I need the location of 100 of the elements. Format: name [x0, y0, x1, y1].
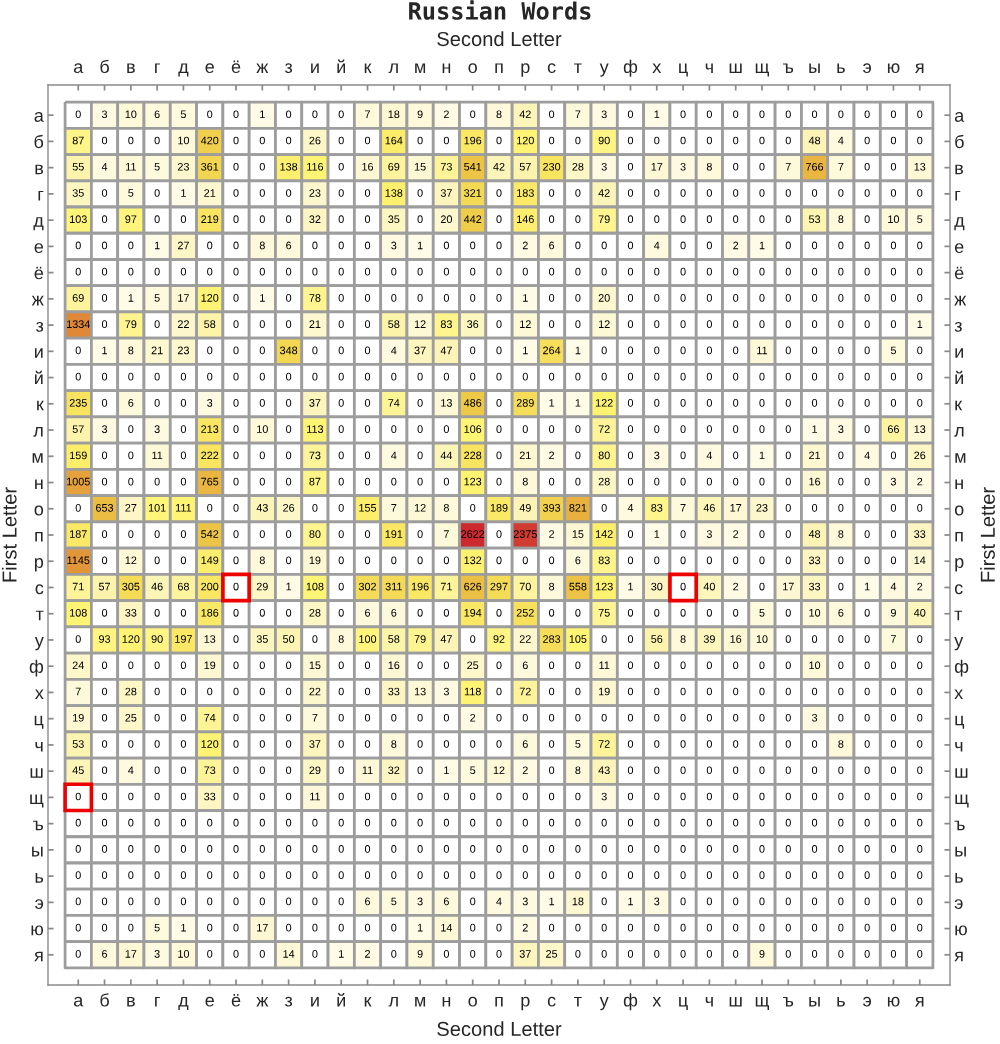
- y-tick-label: х: [35, 689, 44, 699]
- data-label: 23: [309, 189, 321, 197]
- data-label: 123: [595, 582, 613, 591]
- data-label: 30: [651, 582, 663, 591]
- data-label: 558: [569, 582, 587, 591]
- data-label: 0: [75, 818, 81, 827]
- x-axis-title: Second Letter: [437, 1021, 562, 1037]
- data-label: 0: [128, 740, 134, 748]
- data-label: 16: [388, 661, 400, 670]
- data-label: 58: [204, 320, 216, 328]
- data-label: 0: [496, 923, 502, 932]
- data-label: 0: [312, 818, 318, 827]
- data-label: 0: [522, 425, 528, 433]
- data-label: 0: [496, 189, 502, 197]
- data-label: 0: [496, 950, 502, 958]
- data-label: 0: [759, 267, 765, 276]
- data-label: 0: [838, 346, 844, 355]
- data-label: 0: [522, 372, 528, 381]
- data-label: 9: [759, 950, 765, 958]
- data-label: 13: [441, 399, 452, 407]
- data-label: 0: [680, 871, 686, 880]
- data-label: 0: [180, 477, 187, 486]
- y-tick-label: и: [35, 348, 43, 358]
- data-label: 0: [785, 923, 791, 932]
- data-label: 0: [443, 241, 449, 250]
- data-label: 0: [680, 687, 686, 696]
- data-label: 0: [101, 871, 108, 880]
- data-label: 0: [259, 451, 265, 460]
- data-label: 2: [522, 923, 528, 932]
- data-label: 0: [233, 818, 239, 827]
- data-label: 0: [680, 950, 686, 958]
- data-label: 21: [309, 320, 321, 328]
- data-label: 4: [391, 451, 397, 460]
- data-label: 0: [785, 136, 791, 145]
- x-tick-label: ж: [256, 996, 269, 1007]
- data-label: 0: [128, 818, 134, 827]
- data-label: 0: [917, 399, 923, 407]
- y2-tick-label: х: [954, 689, 963, 699]
- data-label: 69: [72, 294, 84, 302]
- data-label: 230: [543, 162, 561, 171]
- category-label: д: [178, 63, 189, 77]
- data-label: 1: [260, 294, 265, 302]
- data-label: 10: [125, 110, 137, 119]
- data-label: 6: [365, 897, 371, 906]
- category-label: е: [205, 63, 214, 74]
- data-label: 0: [364, 740, 371, 748]
- data-label: 0: [733, 556, 739, 565]
- data-label: 0: [680, 923, 686, 932]
- data-label: 29: [256, 582, 268, 591]
- x-tick-label: а: [73, 996, 84, 1007]
- data-label: 113: [307, 425, 324, 433]
- category-label: л: [388, 63, 398, 74]
- data-label: 0: [154, 687, 160, 696]
- y2-tick-label: э: [954, 899, 963, 910]
- data-label: 68: [177, 582, 189, 591]
- data-label: 28: [598, 477, 610, 486]
- data-label: 0: [785, 897, 791, 906]
- data-label: 22: [309, 687, 321, 696]
- y-tick-label: д: [33, 217, 44, 231]
- data-label: 0: [75, 871, 81, 880]
- data-label: 0: [680, 661, 686, 670]
- data-label: 5: [890, 346, 897, 355]
- data-label: 0: [680, 372, 686, 381]
- data-label: 0: [443, 713, 449, 722]
- data-label: 120: [122, 635, 140, 643]
- data-label: 0: [917, 845, 923, 853]
- data-label: 0: [917, 346, 923, 355]
- data-label: 0: [233, 950, 239, 958]
- data-label: 0: [312, 504, 318, 512]
- data-label: 13: [204, 635, 216, 643]
- data-label: 0: [549, 136, 555, 145]
- data-label: 8: [522, 477, 528, 486]
- category-label: н: [442, 63, 451, 73]
- data-label: 0: [286, 215, 292, 224]
- data-label: 0: [101, 661, 108, 670]
- y2-tick-label: а: [954, 112, 965, 122]
- data-label: 0: [733, 871, 739, 880]
- data-label: 0: [549, 661, 555, 670]
- x-tick-label: х: [652, 996, 662, 1007]
- data-label: 0: [312, 845, 318, 853]
- data-label: 57: [72, 425, 84, 433]
- data-label: 0: [233, 582, 239, 591]
- data-label: 0: [417, 451, 423, 460]
- data-label: 0: [733, 294, 739, 302]
- data-label: 0: [338, 504, 344, 512]
- data-label: 0: [233, 923, 239, 932]
- data-label: 0: [233, 189, 239, 197]
- data-label: 0: [233, 399, 239, 407]
- data-label: 0: [838, 110, 844, 119]
- data-label: 264: [543, 346, 561, 355]
- data-label: 21: [204, 189, 216, 197]
- data-label: 27: [125, 504, 137, 512]
- data-label: 0: [627, 136, 634, 145]
- data-label: 0: [864, 661, 870, 670]
- data-label: 0: [706, 136, 712, 145]
- data-label: 0: [101, 845, 108, 853]
- data-label: 12: [493, 766, 505, 774]
- x-tick-label: з: [284, 996, 293, 1007]
- data-label: 1: [812, 425, 818, 433]
- data-label: 0: [417, 136, 423, 145]
